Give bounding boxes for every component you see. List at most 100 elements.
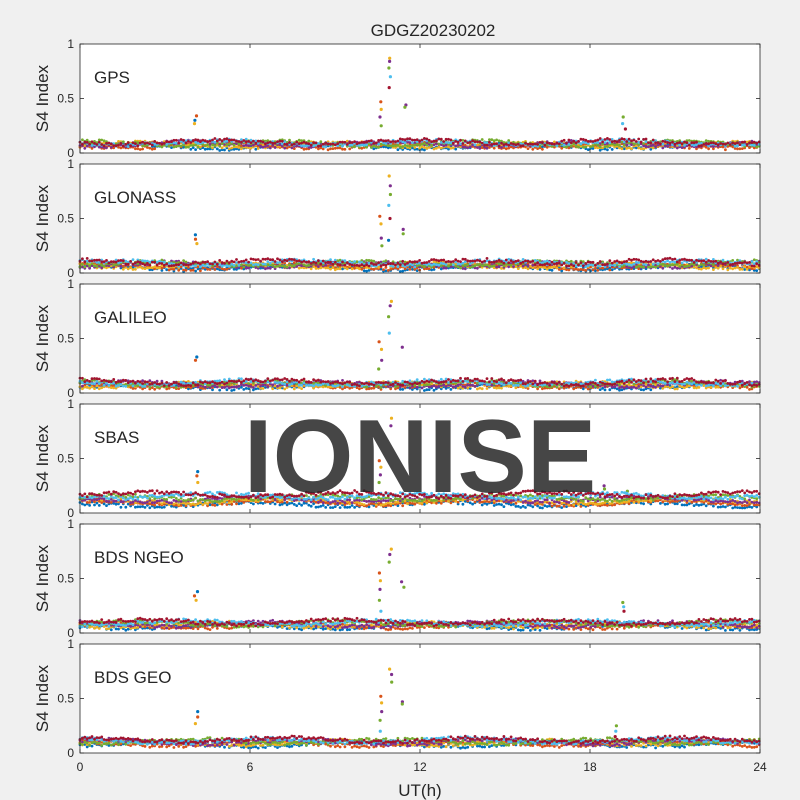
data-point [622, 147, 626, 151]
data-point [206, 147, 210, 151]
data-point [488, 140, 491, 144]
data-point [172, 138, 176, 142]
data-point [466, 263, 470, 266]
data-point [213, 144, 217, 148]
data-point [336, 267, 340, 271]
data-point [596, 268, 600, 272]
data-point [495, 142, 498, 146]
data-point [468, 140, 472, 144]
data-point [627, 137, 631, 141]
data-point [237, 384, 241, 388]
data-point [584, 145, 588, 149]
data-point [695, 386, 698, 390]
data-point [396, 143, 400, 147]
data-point [598, 148, 602, 152]
data-point [312, 257, 315, 261]
data-point [403, 143, 407, 147]
data-point [449, 141, 453, 145]
data-point [666, 257, 669, 260]
data-point [642, 265, 645, 269]
data-point [134, 147, 137, 151]
data-point [353, 264, 356, 267]
data-point [208, 143, 212, 146]
data-point [401, 138, 405, 141]
data-point [314, 261, 318, 265]
data-point [365, 263, 368, 266]
data-point [305, 260, 308, 264]
data-point [199, 145, 202, 149]
data-point [560, 139, 564, 143]
data-point [601, 263, 604, 267]
data-point [237, 140, 241, 143]
data-point [148, 266, 152, 269]
data-point [514, 386, 518, 390]
data-point [348, 143, 352, 147]
data-point [141, 144, 145, 148]
data-point [601, 142, 604, 146]
data-point [608, 259, 612, 263]
data-point [249, 146, 253, 150]
data-point [415, 143, 419, 146]
data-point [244, 143, 248, 147]
data-point [165, 262, 169, 266]
data-point [712, 147, 715, 151]
data-point [211, 143, 214, 147]
data-point [213, 140, 217, 144]
data-point [625, 259, 629, 263]
data-point [427, 140, 431, 144]
data-point [403, 267, 407, 271]
data-point [740, 147, 744, 151]
data-point [148, 379, 152, 383]
data-point [193, 237, 198, 241]
data-point [235, 258, 238, 261]
data-point [521, 264, 525, 268]
data-point [656, 259, 660, 262]
data-point [312, 144, 315, 148]
data-point [625, 262, 629, 266]
data-point [259, 384, 262, 388]
data-point [531, 142, 535, 146]
data-point [526, 147, 530, 151]
data-point [391, 140, 395, 143]
data-point [319, 146, 323, 150]
data-point [413, 260, 417, 264]
data-point [276, 257, 279, 261]
data-point [374, 141, 378, 145]
data-point [666, 145, 669, 148]
data-point [683, 257, 686, 261]
data-point [565, 261, 568, 264]
data-point [427, 146, 431, 149]
data-point [370, 146, 373, 149]
data-point [247, 266, 251, 270]
data-point [687, 147, 691, 150]
data-point [401, 232, 405, 236]
data-point [348, 263, 352, 266]
data-point [661, 266, 665, 270]
data-point [613, 263, 617, 267]
data-point [473, 259, 477, 263]
data-point [497, 262, 501, 266]
data-point [463, 145, 467, 149]
data-point [83, 260, 87, 264]
data-point [387, 66, 391, 70]
data-point [543, 143, 547, 147]
data-point [473, 140, 477, 144]
data-point [129, 266, 133, 270]
data-point [425, 143, 429, 147]
data-point [403, 263, 407, 266]
data-point [343, 147, 347, 151]
data-point [553, 265, 556, 268]
data-point [637, 264, 641, 268]
data-point [379, 142, 383, 146]
data-point [283, 387, 287, 391]
data-point [589, 140, 592, 143]
data-point [297, 259, 301, 263]
data-point [500, 267, 503, 270]
data-point [377, 139, 380, 142]
data-point [314, 141, 318, 145]
data-point [668, 263, 672, 267]
data-point [621, 115, 625, 119]
data-point [384, 266, 388, 269]
data-point [752, 140, 756, 144]
data-point [105, 259, 108, 262]
